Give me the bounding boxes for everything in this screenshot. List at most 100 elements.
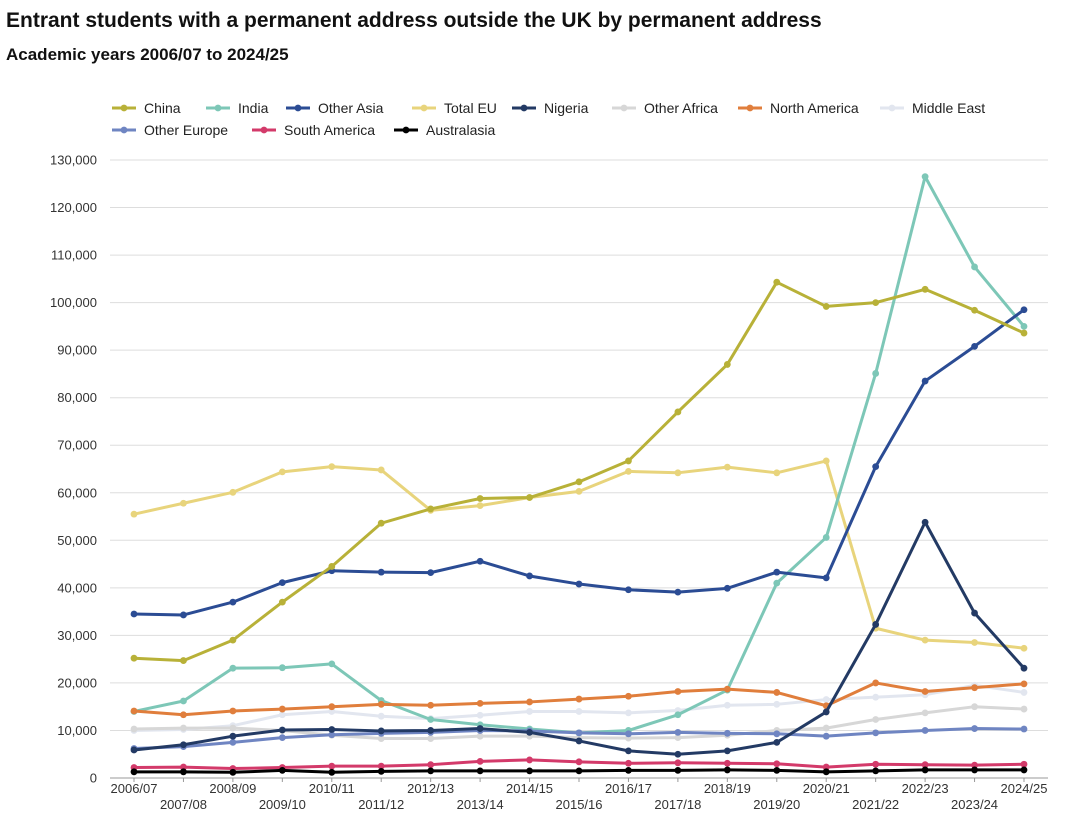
data-point-north-america [328, 703, 336, 711]
legend-label: South America [284, 122, 375, 138]
data-point-south-america [180, 763, 187, 771]
data-point-north-america [476, 699, 484, 707]
data-point-north-america [575, 695, 583, 703]
data-point-other-africa [377, 735, 385, 742]
data-point-india [971, 263, 978, 271]
series-line-china [132, 280, 1026, 663]
x-tick-label: 2017/18 [654, 797, 701, 812]
data-point-nigeria [872, 621, 880, 628]
grid-layer [110, 159, 1048, 779]
y-tick-label: 60,000 [57, 485, 97, 500]
data-point-south-america [377, 762, 385, 770]
x-tick-label: 2015/16 [556, 797, 603, 812]
data-point-nigeria [180, 741, 187, 749]
data-point-north-america [180, 711, 187, 719]
series-line-middle-east [132, 683, 1026, 732]
series-line-other-asia [132, 308, 1026, 617]
data-point-australasia [427, 767, 435, 775]
data-point-middle-east [723, 701, 731, 709]
data-point-other-asia [229, 598, 237, 606]
data-point-middle-east [526, 708, 533, 715]
data-point-middle-east [377, 712, 385, 720]
data-point-middle-east [773, 700, 781, 708]
data-point-south-america [328, 762, 336, 770]
data-point-india [180, 697, 187, 705]
legend-item-australasia[interactable]: Australasia [394, 122, 495, 138]
data-point-australasia [278, 766, 286, 774]
legend-item-north-america[interactable]: North America [738, 100, 859, 116]
legend-item-other-europe[interactable]: Other Europe [112, 122, 228, 138]
chart-subtitle: Academic years 2006/07 to 2024/25 [6, 45, 289, 64]
legend-item-nigeria[interactable]: Nigeria [512, 100, 589, 116]
data-point-australasia [575, 767, 583, 775]
data-point-australasia [822, 768, 830, 776]
data-point-north-america [723, 685, 731, 693]
data-point-nigeria [377, 727, 385, 735]
data-point-china [575, 478, 583, 486]
data-point-other-asia [1020, 306, 1028, 314]
x-tick-label: 2023/24 [951, 797, 998, 812]
y-tick-label: 110,000 [51, 248, 97, 263]
data-point-other-asia [476, 557, 484, 565]
data-point-other-asia [377, 568, 385, 576]
series-india [130, 173, 1028, 737]
y-tick-label: 100,000 [50, 295, 97, 310]
data-point-nigeria [575, 737, 583, 745]
data-point-total-eu [971, 639, 978, 646]
data-point-india [773, 579, 781, 587]
data-point-south-america [822, 763, 830, 771]
data-point-india [229, 664, 237, 672]
legend-marker [294, 104, 302, 112]
data-point-china [625, 457, 632, 465]
data-point-other-africa [180, 724, 187, 732]
legend-item-china[interactable]: China [112, 100, 181, 116]
y-tick-label: 10,000 [57, 723, 97, 738]
y-tick-label: 130,000 [50, 153, 97, 168]
legend-item-india[interactable]: India [206, 100, 269, 116]
x-tick-label: 2013/14 [457, 797, 504, 812]
data-point-middle-east [872, 693, 880, 701]
data-point-other-asia [723, 584, 731, 592]
chart-title: Entrant students with a permanent addres… [6, 9, 822, 32]
data-point-other-asia [674, 588, 682, 596]
x-tick-label: 2024/25 [1001, 781, 1048, 796]
data-point-total-eu [625, 467, 632, 475]
x-tick-label: 2014/15 [506, 781, 553, 796]
data-point-china [526, 494, 533, 501]
data-point-middle-east [328, 708, 336, 715]
legend-item-other-africa[interactable]: Other Africa [612, 100, 718, 116]
legend[interactable]: China India Other Asia Total EU Nigeria Other… [112, 100, 985, 138]
legend-item-middle-east[interactable]: Middle East [880, 100, 985, 116]
legend-item-total-eu[interactable]: Total EU [412, 100, 497, 116]
x-tick-label: 2019/20 [753, 797, 800, 812]
x-tick-label: 2020/21 [803, 781, 850, 796]
data-point-south-america [872, 760, 880, 768]
data-point-other-africa [130, 725, 138, 733]
legend-item-south-america[interactable]: South America [252, 122, 375, 138]
legend-marker [214, 104, 222, 112]
data-point-north-america [971, 684, 978, 692]
data-point-nigeria [971, 609, 978, 617]
data-point-china [1020, 329, 1028, 337]
data-point-nigeria [674, 750, 682, 758]
data-point-other-africa [476, 732, 484, 740]
y-tick-label: 50,000 [57, 533, 97, 548]
data-point-nigeria [229, 732, 237, 740]
legend-marker [420, 104, 428, 112]
data-point-china [822, 303, 830, 310]
legend-item-other-asia[interactable]: Other Asia [286, 100, 384, 116]
data-point-north-america [278, 705, 286, 713]
data-point-australasia [328, 768, 336, 776]
data-point-other-europe [674, 728, 682, 736]
legend-marker [120, 126, 128, 134]
data-point-other-europe [328, 731, 336, 739]
data-point-other-europe [575, 729, 583, 737]
data-point-china [180, 657, 187, 664]
data-point-south-america [526, 756, 533, 764]
data-point-north-america [229, 707, 237, 715]
series-line-india [132, 175, 1026, 735]
data-point-middle-east [625, 709, 632, 717]
data-point-north-america [921, 688, 929, 695]
data-point-australasia [1020, 766, 1028, 774]
